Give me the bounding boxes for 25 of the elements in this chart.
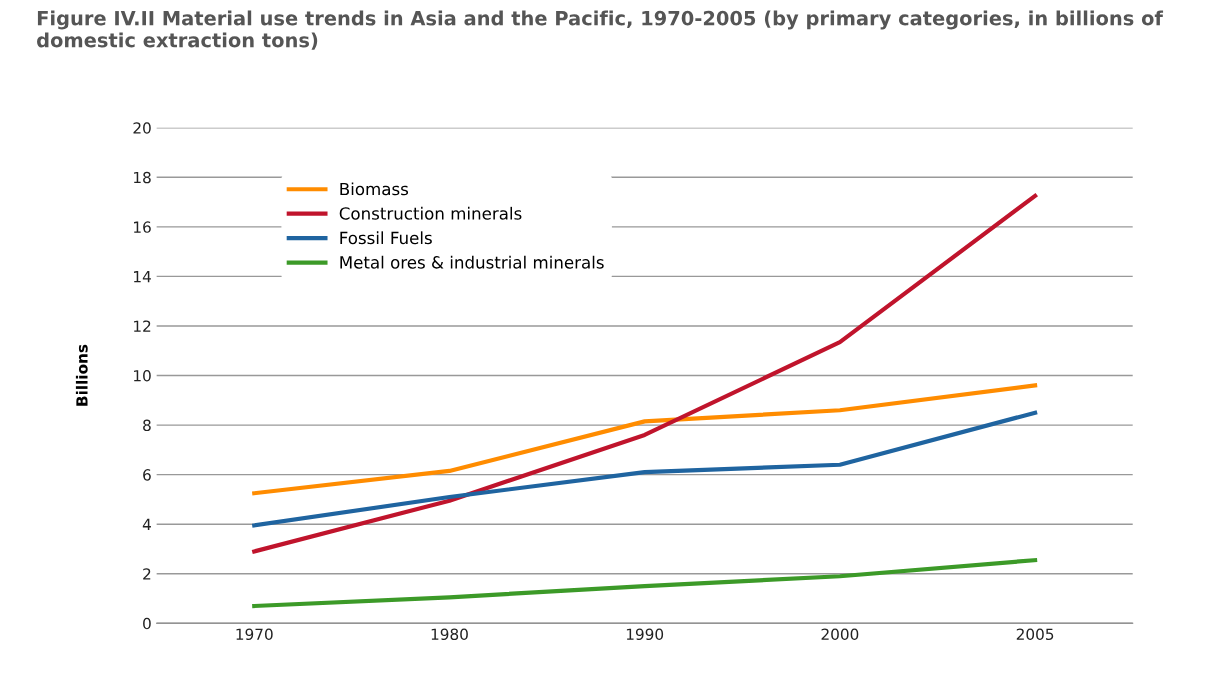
line-series [252,383,1038,496]
y-tick-label: 18 [134,171,151,184]
line-series [252,558,1038,609]
line-series [252,410,1038,528]
y-tick-label: 16 [134,221,151,233]
y-tick-label: 14 [134,271,151,283]
y-tick-label: 2 [143,568,151,580]
x-tick-label: 1990 [626,628,664,640]
x-tick-label: 1980 [431,628,468,640]
chart-title: Figure IV.II Material use trends in Asia and the Pacific, 1970-2005 (by primary categories, in billions of domestic extraction tons) [37,10,1164,50]
y-tick-label: 10 [134,369,151,382]
x-tick-label: 2000 [821,628,859,640]
y-tick-label: 20 [133,122,151,134]
y-axis-title: Billions [75,344,88,406]
x-tick-label: 2005 [1016,628,1054,640]
y-tick-label: 0 [143,617,151,630]
y-tick-label: 8 [143,419,151,432]
x-tick-label: 1970 [236,628,273,640]
legend-label: Fossil Fuels [340,231,432,245]
legend-label: Biomass [340,182,409,196]
y-tick-label: 6 [143,469,151,481]
legend-label: Metal ores & industrial minerals [340,255,604,269]
y-tick-label: 12 [134,320,151,332]
legend-label: Construction minerals [339,206,522,220]
y-tick-label: 4 [142,518,151,530]
